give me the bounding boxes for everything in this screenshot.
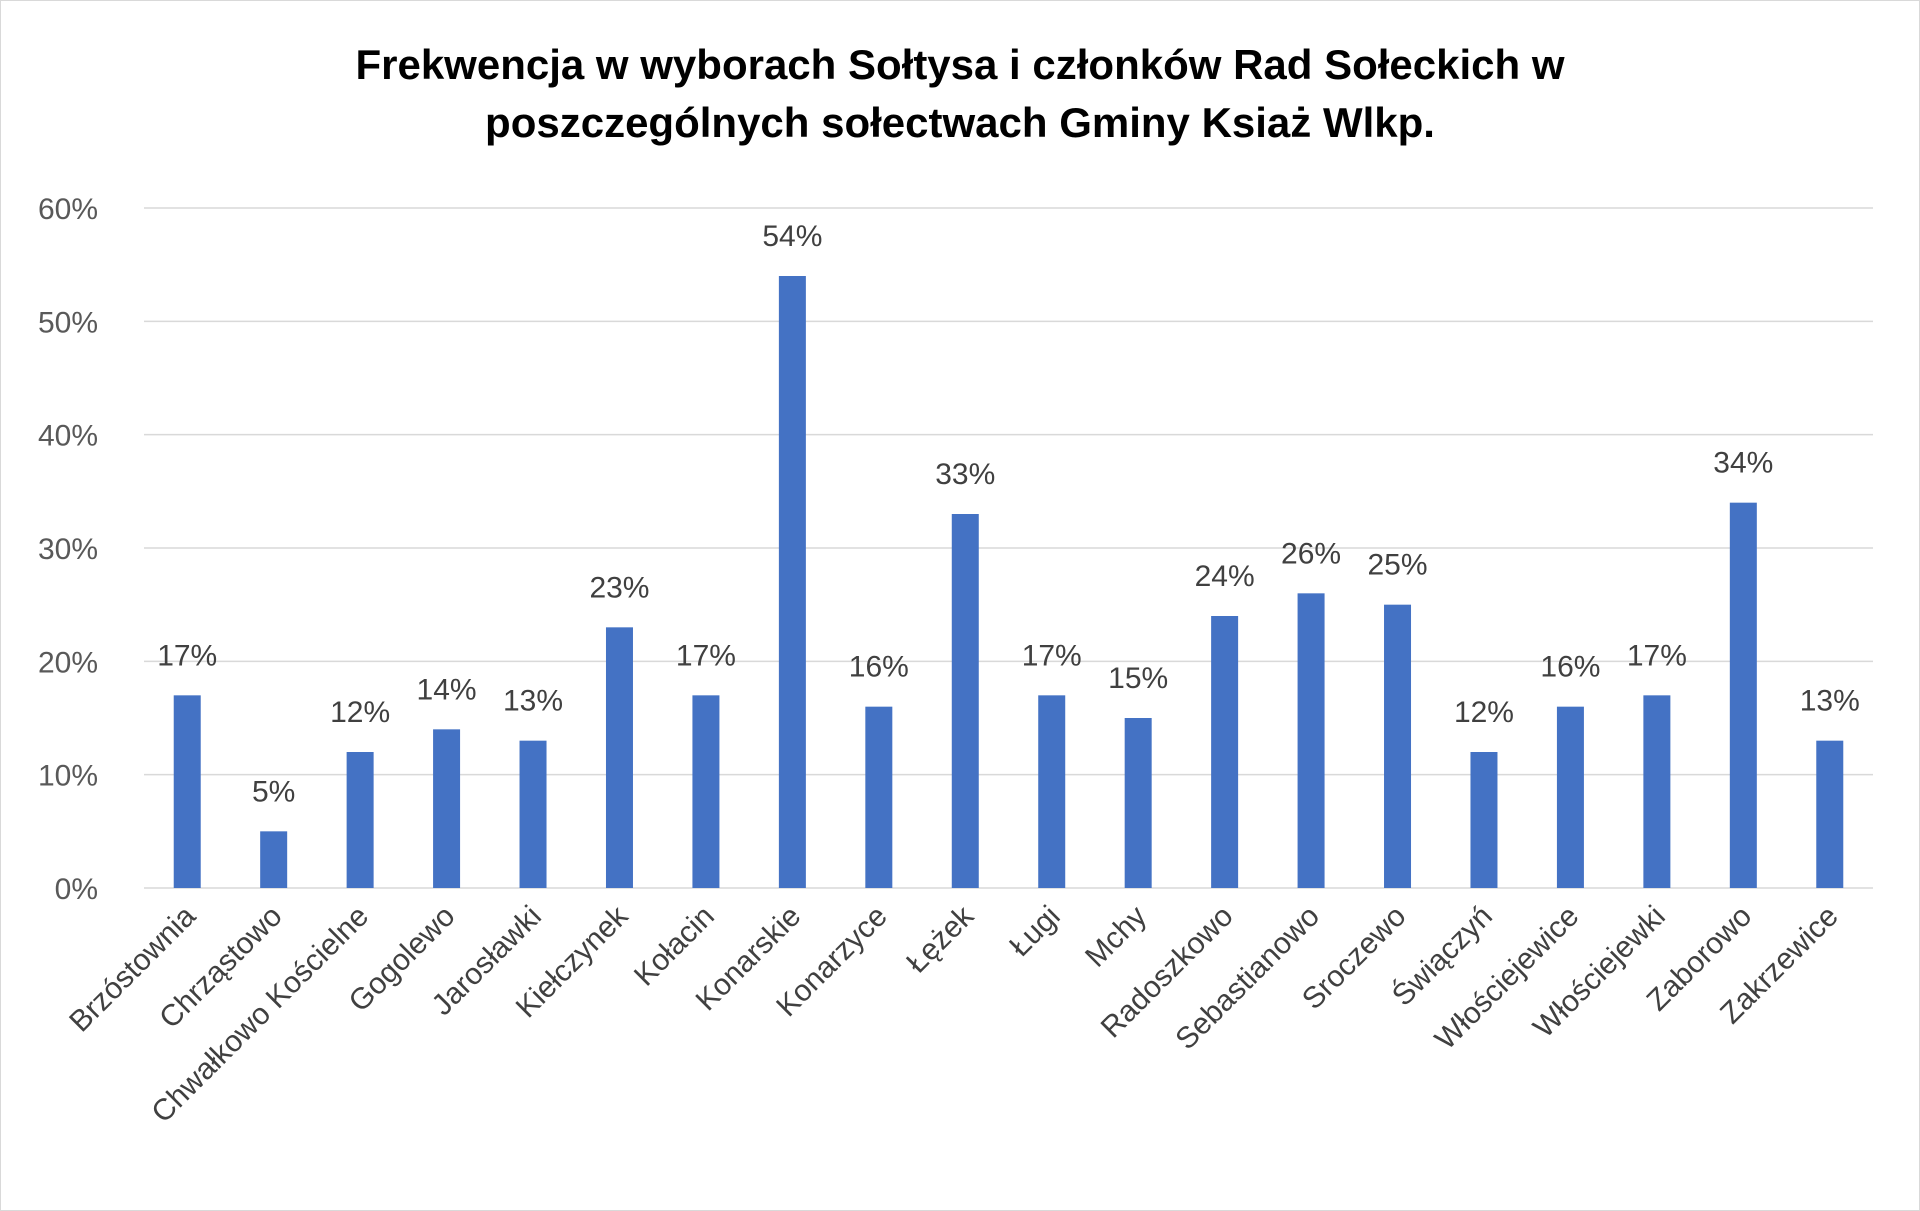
bar <box>1297 593 1325 888</box>
bar <box>519 740 547 888</box>
data-label: 15% <box>1108 662 1168 695</box>
chart-title-line-1: Frekwencja w wyborach Sołtysa i członków… <box>355 41 1565 88</box>
bar <box>1038 695 1066 888</box>
bar <box>778 276 806 888</box>
data-label: 17% <box>1627 639 1687 672</box>
y-tick-label: 60% <box>38 193 98 226</box>
data-label: 25% <box>1368 549 1428 582</box>
y-tick-label: 10% <box>38 760 98 793</box>
data-label: 14% <box>417 673 477 706</box>
data-label: 12% <box>330 696 390 729</box>
y-tick-label: 40% <box>38 420 98 453</box>
data-label: 12% <box>1454 696 1514 729</box>
bar <box>1384 604 1412 888</box>
bar <box>605 627 633 888</box>
bar <box>692 695 720 888</box>
chart-title-line-2: poszczególnych sołectwach Gminy Ksiaż Wl… <box>485 99 1435 146</box>
bar <box>260 831 288 888</box>
data-label: 17% <box>1022 639 1082 672</box>
data-label: 17% <box>676 639 736 672</box>
bar <box>433 729 461 888</box>
data-label: 26% <box>1281 537 1341 570</box>
x-tick-label: Ługi <box>1003 900 1066 963</box>
bar <box>346 752 374 888</box>
bar <box>1729 502 1757 888</box>
y-tick-label: 20% <box>38 646 98 679</box>
bar <box>1124 718 1152 888</box>
bar <box>1643 695 1671 888</box>
data-label: 16% <box>849 651 909 684</box>
data-label: 13% <box>503 685 563 718</box>
data-label: 54% <box>762 220 822 253</box>
data-label: 34% <box>1713 447 1773 480</box>
data-label: 5% <box>252 775 295 808</box>
data-label: 13% <box>1800 685 1860 718</box>
bar <box>865 706 893 888</box>
data-label: 16% <box>1540 651 1600 684</box>
data-label: 24% <box>1195 560 1255 593</box>
bar <box>1470 752 1498 888</box>
y-tick-label: 0% <box>55 873 98 906</box>
y-tick-label: 50% <box>38 306 98 339</box>
data-label: 17% <box>157 639 217 672</box>
data-label: 33% <box>935 458 995 491</box>
data-label: 23% <box>589 571 649 604</box>
bar <box>1556 706 1584 888</box>
x-tick-label: Mchy <box>1079 900 1153 974</box>
y-tick-label: 30% <box>38 533 98 566</box>
bar <box>1816 740 1844 888</box>
bar <box>951 514 979 888</box>
chart-title: Frekwencja w wyborach Sołtysa i członków… <box>0 36 1920 152</box>
bar <box>173 695 201 888</box>
x-tick-label: Łężek <box>900 899 981 980</box>
bar <box>1211 616 1239 888</box>
